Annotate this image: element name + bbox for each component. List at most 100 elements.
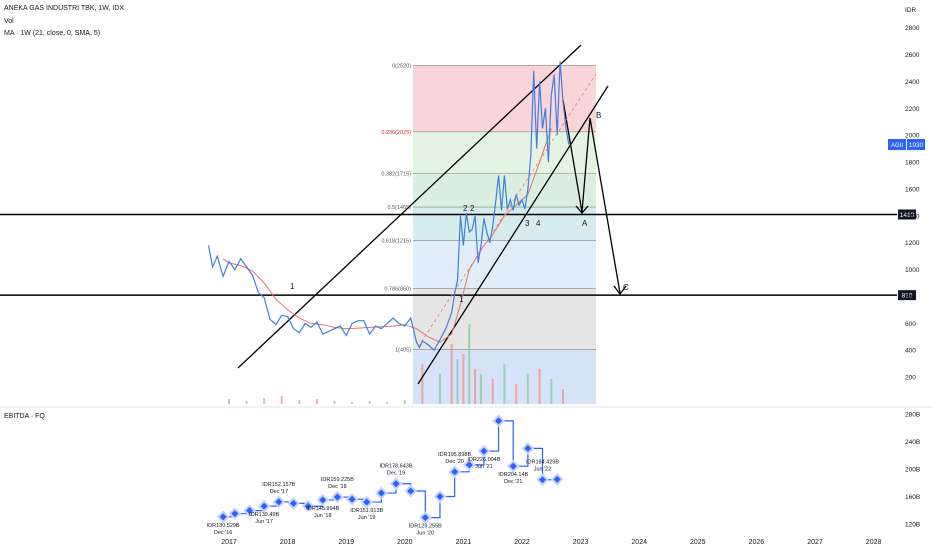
ebitda-marker — [389, 477, 403, 491]
arrow-c-head — [613, 285, 627, 296]
ebitda-marker — [404, 484, 418, 498]
ebitda-marker — [418, 511, 432, 524]
chart-title: ANEKA GAS INDUSTRI TBK, 1W, IDX — [4, 5, 125, 12]
last-price-value: 1930 — [909, 142, 924, 149]
price-tick-label: 2800 — [905, 25, 920, 32]
x-tick-label: 2019 — [338, 539, 354, 546]
volume-bar — [515, 384, 518, 404]
volume-bar — [468, 324, 471, 404]
x-tick-label: 2017 — [221, 539, 237, 546]
price-tick-label: 1400 — [905, 213, 920, 220]
fib-label: 0(2520) — [392, 63, 411, 69]
volume-bar — [526, 374, 529, 404]
volume-bar — [351, 402, 354, 404]
wave-label: 4 — [536, 219, 541, 228]
ebitda-marker — [301, 499, 315, 513]
arrow-a-head — [575, 205, 589, 214]
ebitda-marker — [243, 504, 256, 517]
price-line — [207, 61, 570, 352]
ebitda-marker — [331, 490, 344, 504]
price-tick-label: 600 — [905, 321, 916, 328]
fib-label: 0.786(860) — [384, 286, 411, 292]
ebitda-period-label: Jun '22 — [534, 467, 552, 473]
ebitda-value-label: IDR195.898B — [438, 452, 471, 458]
volume-bar — [562, 389, 565, 404]
wave-label: 3 — [525, 219, 530, 228]
ebitda-period-label: Jun '17 — [255, 519, 273, 525]
x-tick-label: 2025 — [690, 539, 706, 546]
ebitda-marker — [345, 492, 359, 506]
ebitda-marker — [272, 495, 286, 509]
fib-zone — [413, 288, 596, 350]
wave-label: 1 — [290, 282, 295, 291]
volume-bar — [333, 401, 336, 404]
x-tick-label: 2022 — [514, 539, 530, 546]
last-price-symbol: AGII — [891, 143, 903, 149]
price-tick-label: 200 — [905, 375, 916, 382]
price-tick-label: 800 — [905, 294, 916, 301]
price-tick-label: 1200 — [905, 240, 920, 247]
ebitda-value-label: IDR226.004B — [467, 457, 500, 463]
ebitda-period-label: Dec '21 — [504, 479, 522, 485]
volume-bar — [245, 401, 248, 404]
channel-lower-line — [417, 85, 609, 385]
price-tick-label: 2600 — [905, 52, 920, 59]
ebitda-value-label: IDR151.913B — [350, 508, 383, 514]
channel-upper-line — [237, 44, 582, 369]
wave-label: 2 — [470, 204, 475, 213]
ebitda-value-label: IDR178.643B — [379, 464, 412, 470]
volume-bar — [386, 402, 389, 404]
ebitda-marker — [316, 493, 330, 507]
volume-bar — [550, 379, 553, 404]
ebitda-marker — [492, 414, 505, 428]
ebitda-marker — [360, 495, 374, 509]
volume-legend: Vol — [4, 18, 14, 25]
volume-bar — [403, 400, 406, 404]
volume-bar — [438, 374, 441, 404]
ebitda-period-label: Jun '18 — [314, 513, 332, 519]
ebitda-tick-label: 240B — [905, 439, 920, 446]
ebitda-value-label: IDR184.429B — [526, 460, 559, 466]
ebitda-title: EBITDA · FQ — [4, 413, 45, 420]
ebitda-period-label: Dec '20 — [445, 459, 463, 465]
ebitda-marker — [477, 444, 491, 458]
volume-bar — [421, 364, 424, 404]
level-badge — [898, 209, 916, 220]
wave-label: B — [596, 111, 601, 120]
ebitda-marker — [536, 473, 549, 487]
ma-line — [222, 128, 552, 343]
ebitda-value-label: IDR139.49B — [249, 512, 279, 518]
ebitda-value-label: IDR129.255B — [409, 524, 442, 530]
volume-bar — [503, 364, 506, 404]
wave-label: 1 — [459, 295, 464, 304]
price-tick-label: 1600 — [905, 186, 920, 193]
ebitda-marker — [550, 472, 564, 486]
volume-bar — [315, 399, 318, 404]
ebitda-marker — [216, 510, 230, 524]
last-price-badge — [888, 139, 906, 150]
ebitda-marker — [257, 499, 271, 513]
ebitda-period-label: Jun '19 — [358, 515, 376, 521]
ebitda-marker — [448, 465, 461, 479]
x-tick-label: 2026 — [749, 539, 765, 546]
ebitda-tick-label: 200B — [905, 467, 920, 474]
ebitda-marker — [374, 486, 388, 500]
wave-label: C — [623, 283, 629, 292]
x-tick-label: 2020 — [397, 539, 413, 546]
volume-bar — [474, 369, 477, 404]
ebitda-marker — [228, 507, 242, 521]
fib-zone — [413, 207, 596, 241]
ebitda-tick-label: 120B — [905, 522, 920, 529]
ebitda-value-label: IDR159.225B — [321, 477, 354, 483]
level-label: 1410 — [900, 212, 915, 219]
volume-bar — [491, 379, 494, 404]
fib-zone — [413, 65, 596, 132]
volume-bar — [479, 374, 482, 404]
ebitda-period-label: Jun '20 — [417, 531, 435, 537]
price-tick-label: 400 — [905, 348, 916, 355]
level-label: 810 — [902, 293, 913, 300]
ebitda-value-label: IDR130.529B — [207, 523, 240, 529]
volume-bar — [298, 400, 301, 404]
ebitda-marker — [433, 490, 447, 503]
